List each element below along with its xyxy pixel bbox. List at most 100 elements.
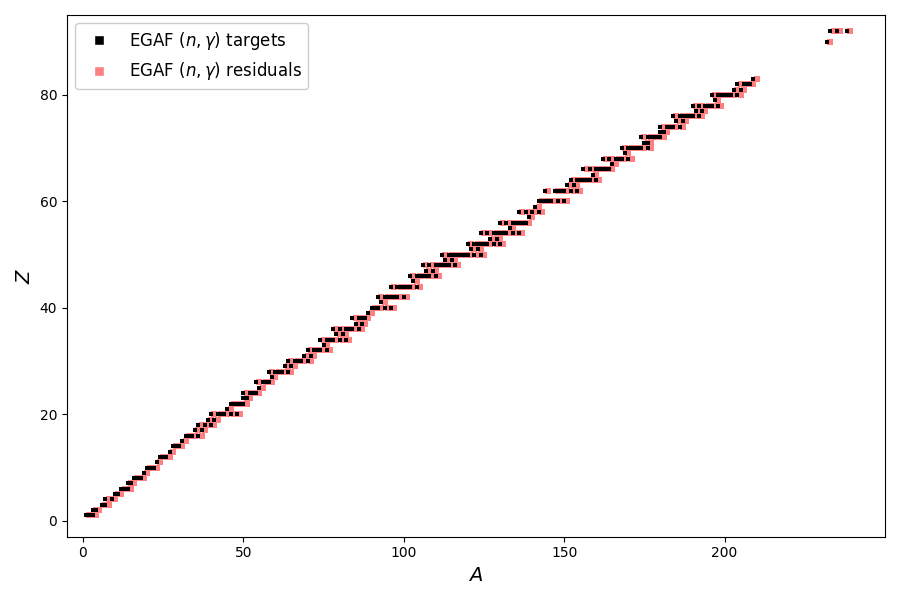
Point <box>121 484 135 494</box>
Point <box>592 175 607 185</box>
Point <box>682 112 697 121</box>
Point <box>685 112 699 121</box>
Point <box>104 494 119 504</box>
Point <box>508 218 523 227</box>
Point <box>451 250 465 259</box>
Point <box>676 116 690 126</box>
Point <box>525 212 539 222</box>
Point <box>656 133 670 142</box>
Point <box>381 303 395 313</box>
Point <box>580 175 594 185</box>
Point <box>329 329 344 339</box>
Point <box>598 164 613 174</box>
Point <box>598 164 613 174</box>
Point <box>236 394 250 403</box>
Point <box>281 362 295 371</box>
Point <box>672 122 687 131</box>
Point <box>711 90 725 100</box>
Point <box>730 85 744 94</box>
Point <box>201 415 215 424</box>
Point <box>656 127 670 137</box>
Point <box>650 133 664 142</box>
Point <box>596 164 610 174</box>
Point <box>734 90 748 100</box>
Point <box>284 362 299 371</box>
Point <box>258 377 273 387</box>
Point <box>637 138 652 148</box>
Point <box>701 101 716 110</box>
Point <box>246 388 260 398</box>
Point <box>590 175 604 185</box>
Point <box>274 367 289 376</box>
Point <box>98 500 112 509</box>
Point <box>471 239 485 249</box>
Point <box>338 329 353 339</box>
Point <box>467 239 482 249</box>
Point <box>692 112 706 121</box>
Point <box>445 260 459 270</box>
Point <box>137 473 151 483</box>
Point <box>320 340 334 350</box>
Point <box>631 143 645 153</box>
Point <box>698 101 713 110</box>
Point <box>692 101 706 110</box>
Point <box>451 260 465 270</box>
Point <box>188 425 202 435</box>
Point <box>426 271 440 281</box>
Point <box>483 229 498 238</box>
Point <box>516 207 530 217</box>
Point <box>400 282 414 292</box>
Point <box>717 90 732 100</box>
Point <box>634 133 648 142</box>
Point <box>121 484 135 494</box>
Point <box>637 143 652 153</box>
Point <box>483 239 498 249</box>
Point <box>118 484 132 494</box>
Point <box>473 250 488 259</box>
Point <box>268 372 283 382</box>
Point <box>268 367 283 376</box>
Point <box>590 170 604 179</box>
Point <box>570 181 584 190</box>
Point <box>338 335 353 344</box>
Point <box>582 175 597 185</box>
Point <box>448 250 463 259</box>
Point <box>653 122 668 131</box>
Point <box>685 101 699 110</box>
Point <box>406 282 420 292</box>
Point <box>329 335 344 344</box>
Point <box>323 346 338 355</box>
Point <box>147 463 161 472</box>
Point <box>672 112 687 121</box>
Point <box>554 186 568 196</box>
Point <box>679 116 693 126</box>
Point <box>570 186 584 196</box>
Point <box>256 383 270 392</box>
Point <box>707 90 722 100</box>
Point <box>82 511 96 520</box>
Point <box>512 207 526 217</box>
Point <box>580 164 594 174</box>
Point <box>647 133 662 142</box>
Point <box>647 133 662 142</box>
Point <box>211 409 225 419</box>
Point <box>249 388 264 398</box>
Point <box>387 282 401 292</box>
Point <box>387 292 401 302</box>
Point <box>358 319 373 329</box>
Point <box>695 106 709 116</box>
Point <box>127 479 141 488</box>
Point <box>705 101 719 110</box>
Point <box>223 399 238 409</box>
Point <box>493 239 508 249</box>
Point <box>496 229 510 238</box>
Point <box>297 351 311 361</box>
Point <box>641 133 655 142</box>
Point <box>634 143 648 153</box>
Point <box>281 367 295 376</box>
Point <box>471 239 485 249</box>
Point <box>371 303 385 313</box>
Point <box>467 244 482 254</box>
Point <box>592 164 607 174</box>
Point <box>178 436 193 446</box>
